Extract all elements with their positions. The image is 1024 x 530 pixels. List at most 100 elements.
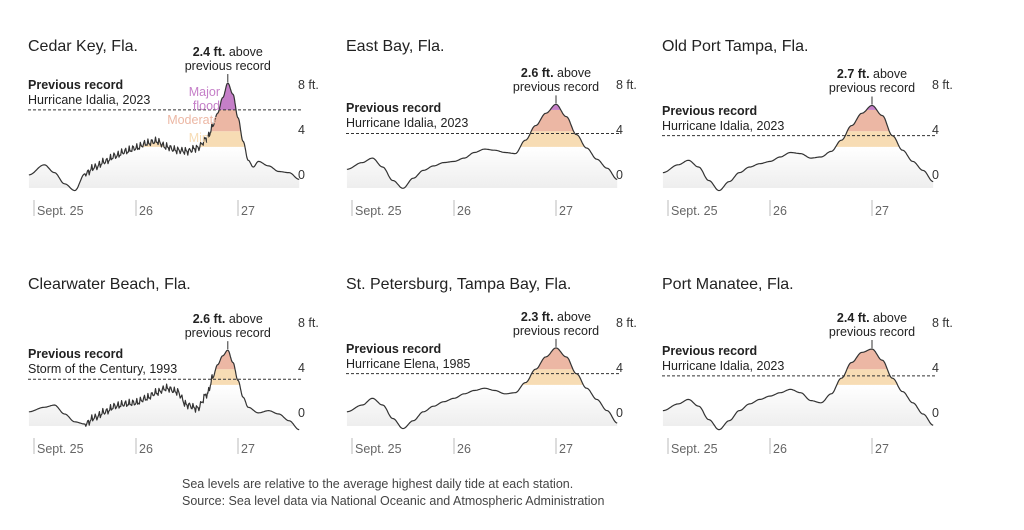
y-tick-label: 8 ft. [298,316,319,331]
annotation-text-2: previous record [512,80,600,95]
y-tick-label: 0 [298,406,305,420]
chart-title: Clearwater Beach, Fla. [28,276,191,293]
series-line [28,82,300,192]
annotation-text-2: previous record [184,59,271,74]
series-line [346,103,618,189]
x-tick-label: 26 [139,442,153,456]
area-below-minor [346,146,618,188]
series-line [662,348,934,431]
previous-record-event: Hurricane Idalia, 2023 [662,358,785,373]
previous-record-title: Previous record [662,103,758,118]
peak-annotation: 2.6 ft. above previous record [168,312,288,340]
plot-area [346,338,621,454]
peak-annotation: 2.4 ft. above previous record [812,311,932,339]
chart-title: East Bay, Fla. [346,38,445,55]
area-below-minor [28,146,300,188]
notes: Sea levels are relative to the average h… [182,476,604,510]
x-tick-label: 26 [773,442,787,456]
annotation-text-2: previous record [512,323,600,338]
x-tick-label: Sept. 25 [355,204,402,218]
x-tick-label: Sept. 25 [671,442,718,456]
y-tick-label: 8 ft. [932,78,953,93]
annotation-line-1: 2.6 ft. above [496,66,616,80]
previous-record-title: Previous record [28,77,124,92]
area-below-minor [662,384,934,426]
y-tick-label: 8 ft. [616,316,637,331]
plot-area [28,341,303,454]
annotation-line-1: 2.4 ft. above [812,311,932,325]
y-tick-label: 4 [616,361,623,376]
y-tick-label: 0 [932,406,939,420]
y-tick-label: 4 [298,123,305,138]
previous-record-label: Previous record Storm of the Century, 199… [28,347,177,377]
flood-category-label: Minor [188,131,220,146]
previous-record-event: Hurricane Idalia, 2023 [346,116,469,131]
annotation-line-1: 2.7 ft. above [812,67,932,81]
x-tick-label: Sept. 25 [671,204,718,218]
note-relative-tide: Sea levels are relative to the average h… [182,477,574,491]
annotation-value: 2.3 ft. [520,309,554,324]
annotation-text-1: above [557,66,592,81]
annotation-value: 2.7 ft. [836,67,870,82]
charts-grid: Cedar Key, Fla. Sept. 25 26 27 0 4 8 ft. Previo… [28,38,962,456]
annotation-text-2: previous record [828,81,916,96]
annotation-line-1: 2.6 ft. above [168,312,288,326]
band-minor [28,131,300,147]
peak-annotation: 2.3 ft. above previous record [496,310,616,338]
previous-record-title: Previous record [662,343,758,358]
previous-record-event: Hurricane Idalia, 2023 [662,118,785,133]
annotation-line-1: 2.4 ft. above [168,45,288,59]
plot-area [28,74,303,216]
previous-record-label: Previous record Hurricane Idalia, 2023 [28,78,150,108]
previous-record-title: Previous record [346,341,442,356]
y-tick-label: 4 [616,123,623,138]
chart-panel: Old Port Tampa, Fla. Sept. 25 26 27 0 4 8 ft. P… [662,38,962,238]
chart-title: Old Port Tampa, Fla. [662,38,809,55]
y-tick-label: 0 [932,168,939,182]
flood-category-label: Moderate [167,112,220,127]
previous-record-label: Previous record Hurricane Idalia, 2023 [662,344,784,374]
annotation-text-1: above [557,309,592,324]
chart-panel: Clearwater Beach, Fla. Sept. 25 26 27 0 4 8 ft… [28,276,328,476]
series-line [346,347,618,430]
peak-annotation: 2.4 ft. above previous record [168,45,288,73]
annotation-text-1: above [228,312,263,327]
plot-area [662,96,937,216]
y-tick-label: 0 [616,406,623,420]
plot-area [346,95,621,216]
x-tick-label: 26 [773,204,787,218]
annotation-value: 2.6 ft. [520,66,554,81]
peak-annotation: 2.7 ft. above previous record [812,67,932,95]
x-tick-label: Sept. 25 [37,204,84,218]
x-tick-label: 26 [457,204,471,218]
peak-annotation: 2.6 ft. above previous record [496,66,616,94]
annotation-text-1: above [228,45,263,60]
chart-panel: Port Manatee, Fla. Sept. 25 26 27 0 4 8 ft. Pre… [662,276,962,476]
y-tick-label: 0 [616,168,623,182]
y-tick-label: 4 [932,361,939,376]
flood-category-label: Major flood [188,84,220,113]
chart-title: Port Manatee, Fla. [662,276,794,293]
y-tick-label: 4 [932,123,939,138]
annotation-value: 2.4 ft. [192,45,226,60]
y-tick-label: 8 ft. [932,316,953,331]
x-tick-label: Sept. 25 [355,442,402,456]
annotation-text-1: above [873,311,908,326]
annotation-text-2: previous record [184,326,271,341]
annotation-text-1: above [873,67,908,82]
annotation-line-1: 2.3 ft. above [496,310,616,324]
previous-record-title: Previous record [346,101,442,116]
previous-record-event: Storm of the Century, 1993 [28,362,178,377]
series-line [662,104,934,192]
previous-record-label: Previous record Hurricane Idalia, 2023 [346,101,468,131]
annotation-value: 2.4 ft. [836,311,870,326]
annotation-value: 2.6 ft. [192,312,226,327]
x-tick-label: 27 [559,442,573,456]
y-tick-label: 0 [298,168,305,182]
x-tick-label: 27 [241,204,255,218]
y-tick-label: 8 ft. [298,78,319,93]
x-tick-label: 27 [875,442,889,456]
note-source: Source: Sea level data via National Ocea… [182,494,605,508]
series-line [28,349,300,431]
x-tick-label: Sept. 25 [37,442,84,456]
